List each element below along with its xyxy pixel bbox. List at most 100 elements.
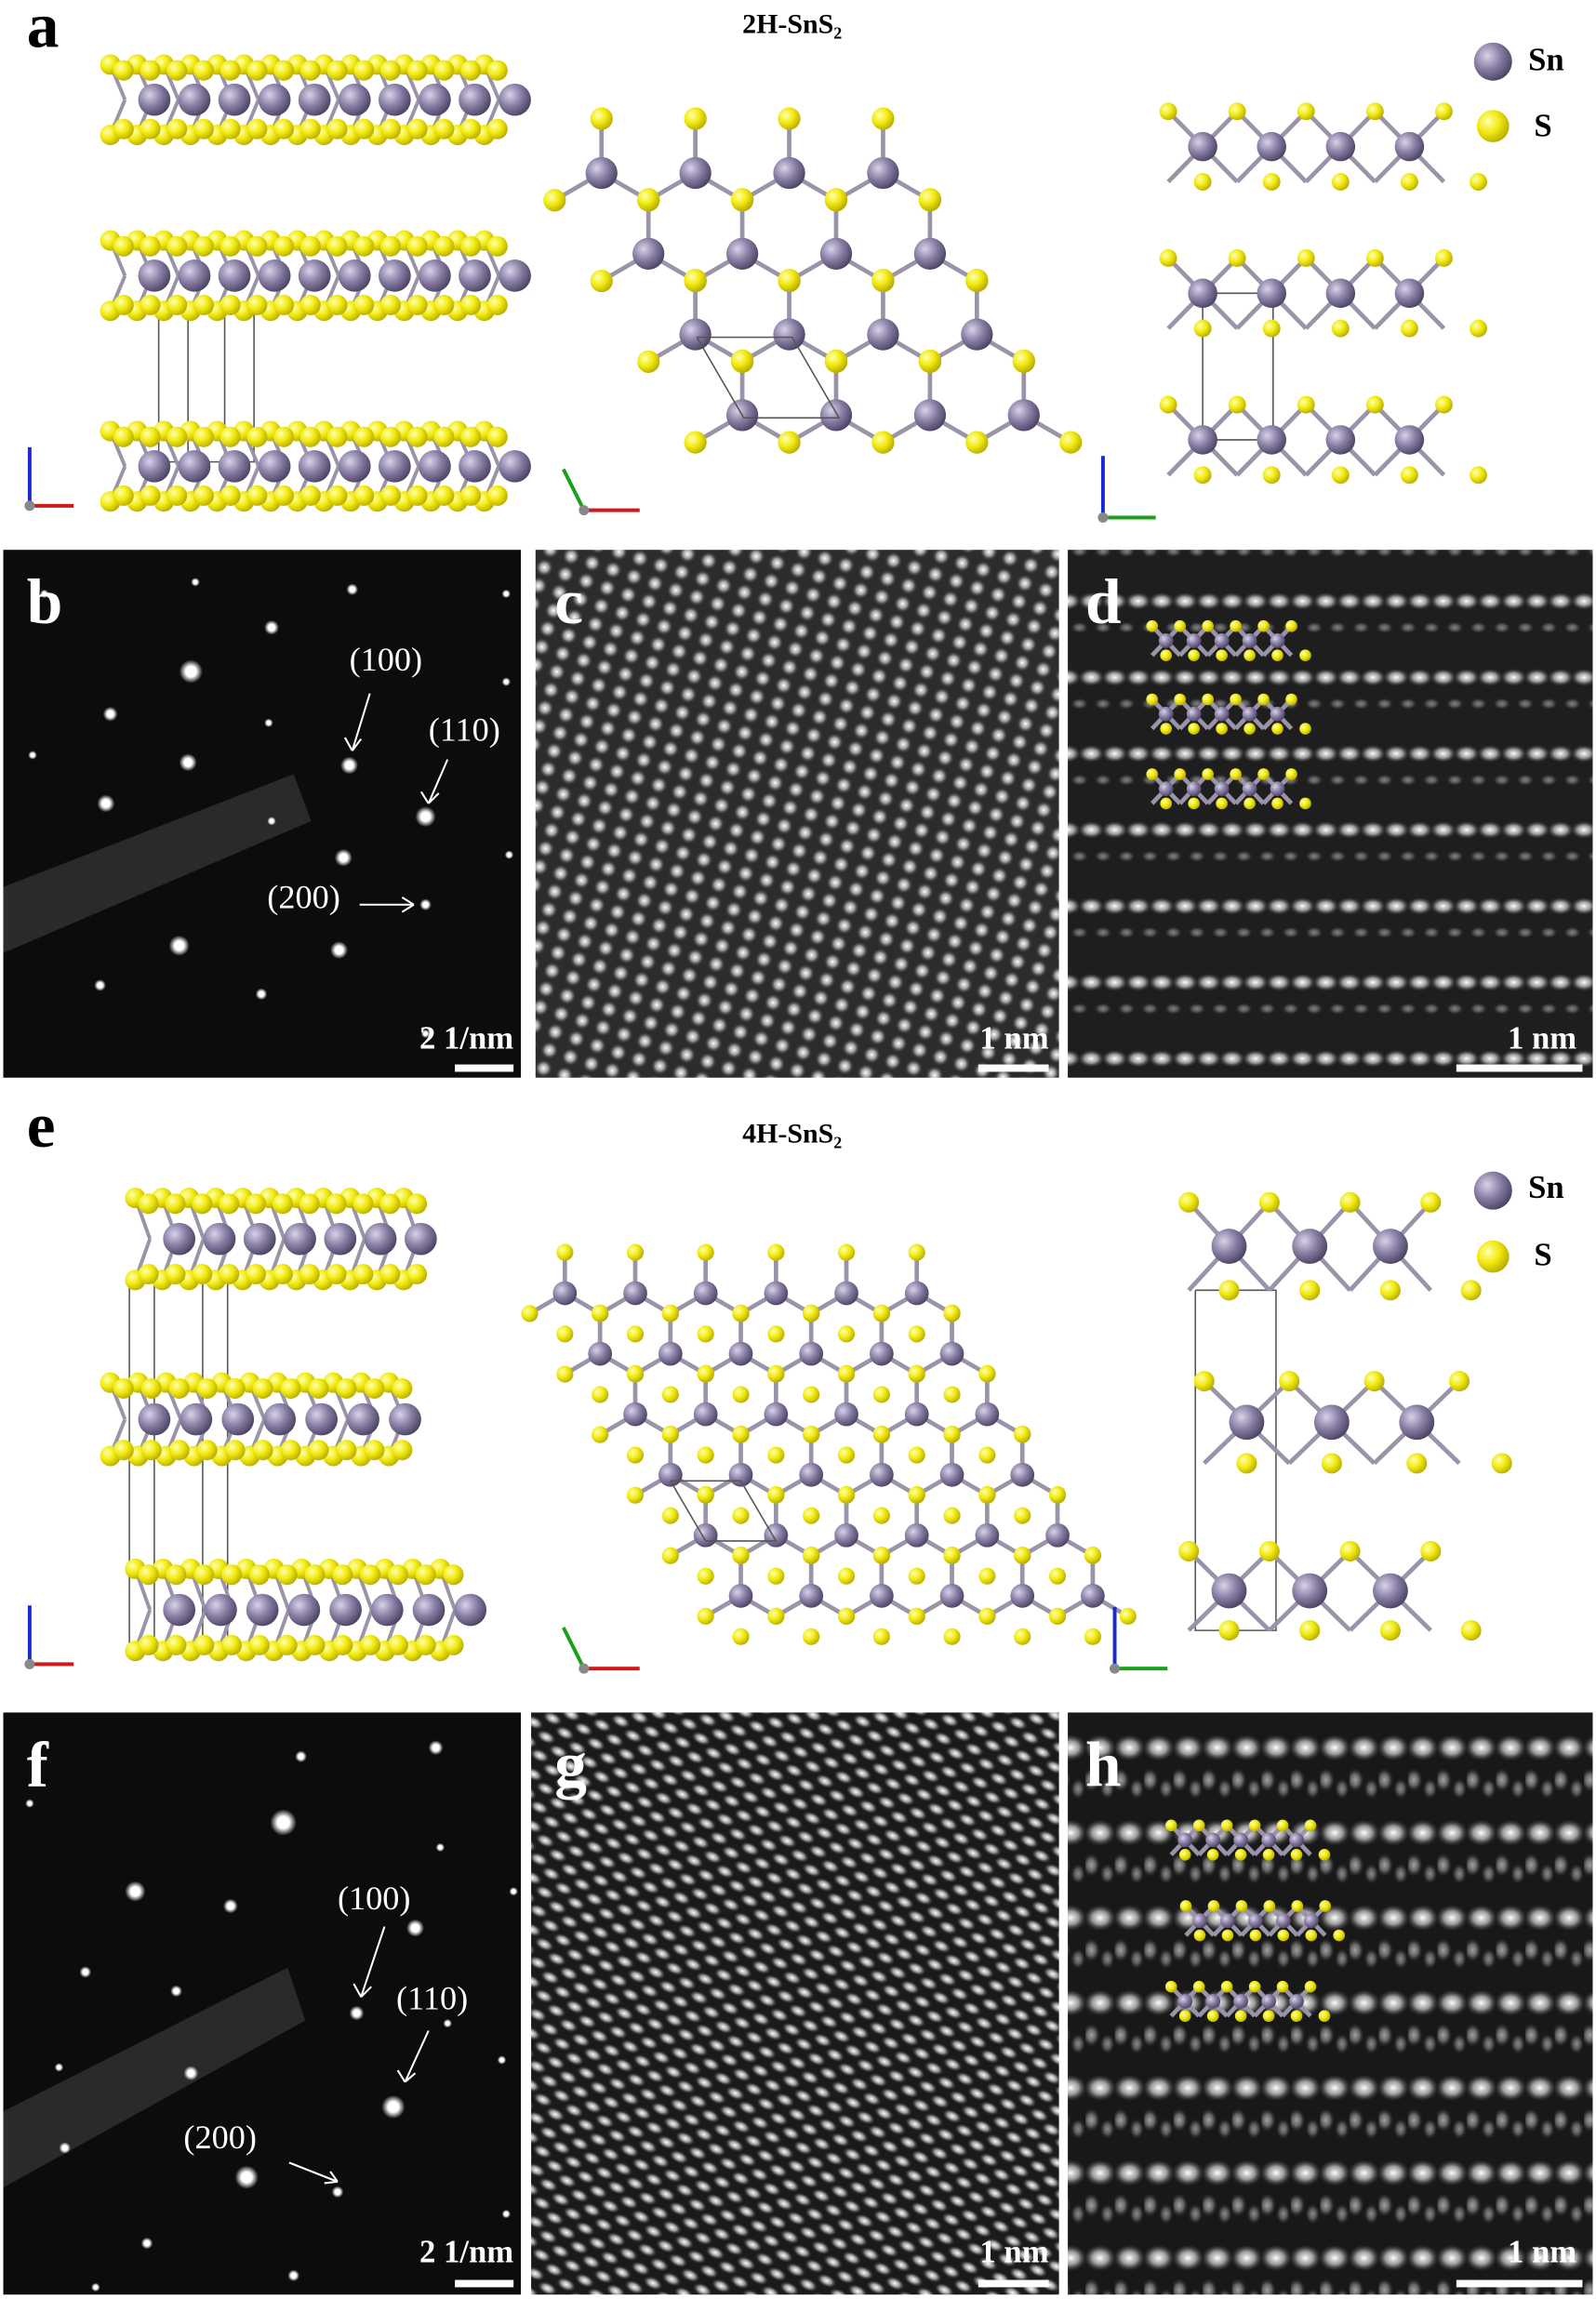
s-atom: [1012, 349, 1035, 372]
s-atom: [732, 1546, 750, 1564]
s-atom: [252, 1377, 273, 1400]
sn-atom: [284, 1222, 316, 1256]
s-atom: [193, 485, 214, 506]
s-atom: [113, 294, 134, 315]
diffraction-spot: [443, 2018, 452, 2028]
s-atom: [379, 1263, 401, 1285]
s-atom: [1230, 693, 1242, 706]
s-atom: [824, 349, 848, 372]
panel-label: e: [27, 1090, 56, 1162]
s-atom: [165, 1263, 186, 1285]
s-atom: [1220, 1819, 1233, 1832]
s-atom: [872, 1546, 890, 1564]
axis-origin: [579, 1663, 590, 1674]
s-atom: [1216, 797, 1228, 810]
s-atom: [379, 1193, 401, 1215]
s-atom: [219, 60, 241, 81]
s-atom: [486, 485, 508, 506]
s-atom: [1248, 1980, 1261, 1993]
s-atom: [379, 426, 401, 447]
sn-atom: [1177, 1832, 1193, 1848]
s-atom: [379, 294, 401, 315]
s-atom: [433, 294, 455, 315]
s-atom: [556, 1325, 574, 1343]
s-atom: [732, 1386, 750, 1403]
scale-bar-label: 2 1/nm: [419, 1019, 513, 1056]
s-atom: [1318, 1849, 1331, 1861]
s-atom: [220, 1634, 243, 1655]
diffraction-spot: [91, 2282, 100, 2292]
sn-atom: [138, 1402, 171, 1436]
sn-atom: [1275, 1913, 1291, 1929]
sn-atom: [834, 1281, 858, 1306]
sn-atom: [658, 1462, 683, 1487]
s-atom: [803, 1425, 820, 1442]
s-atom: [193, 235, 214, 257]
s-atom: [1435, 102, 1453, 121]
sn-atom: [632, 237, 665, 270]
s-atom: [280, 1377, 301, 1400]
sn-atom: [939, 1584, 964, 1608]
s-atom: [360, 1564, 381, 1586]
s-atom: [837, 1446, 856, 1464]
unit-cell: [696, 336, 841, 419]
s-atom: [697, 1364, 714, 1382]
s-atom: [1160, 797, 1173, 810]
sn-atom: [1205, 1994, 1221, 2009]
s-atom: [1331, 319, 1350, 338]
sn-atom: [764, 1281, 789, 1306]
sn-atom: [869, 1462, 894, 1487]
s-atom: [353, 60, 375, 81]
sn-atom: [459, 83, 491, 116]
s-atom: [1400, 319, 1418, 338]
s-atom: [140, 485, 161, 506]
s-atom: [592, 1304, 609, 1322]
s-atom: [767, 1243, 785, 1261]
s-atom: [1257, 693, 1270, 706]
sn-atom: [869, 1584, 894, 1608]
diffraction-spot: [435, 1842, 446, 1853]
s-atom: [140, 235, 161, 257]
sn-atom: [961, 318, 993, 351]
diffraction-spot: [349, 2005, 365, 2021]
s-atom: [1291, 1900, 1304, 1912]
s-atom: [1014, 1628, 1031, 1645]
s-atom: [803, 1386, 820, 1403]
s-atom: [626, 1486, 645, 1504]
s-atom: [1285, 693, 1297, 706]
s-atom: [280, 1440, 301, 1461]
sn-atom: [163, 1222, 196, 1256]
s-atom: [1304, 1980, 1317, 1993]
s-atom: [872, 1628, 890, 1645]
diffraction-spot: [79, 1966, 92, 1978]
s-atom: [353, 485, 375, 506]
sn-atom: [1081, 1584, 1105, 1608]
s-atom: [1285, 768, 1297, 780]
s-atom: [460, 485, 482, 506]
s-atom: [299, 60, 321, 81]
s-atom: [193, 60, 214, 81]
sn-atom: [725, 237, 759, 270]
s-atom: [246, 235, 268, 257]
sn-atom: [1010, 1584, 1035, 1608]
sn-atom: [819, 399, 853, 432]
s-atom: [486, 235, 508, 257]
sn-atom: [867, 156, 899, 190]
diffraction-spot: [287, 2269, 299, 2282]
sn-atom: [585, 156, 618, 190]
sn-atom: [1205, 1832, 1221, 1848]
s-atom: [943, 1386, 961, 1403]
sn-atom: [1373, 1573, 1408, 1609]
sn-atom: [338, 83, 371, 116]
sn-atom: [287, 1593, 321, 1627]
s-atom: [872, 1386, 890, 1403]
s-atom: [767, 1364, 785, 1382]
s-atom: [661, 1425, 679, 1442]
legend-label: S: [1534, 108, 1551, 144]
s-atom: [978, 1485, 996, 1504]
s-atom: [299, 294, 321, 315]
s-atom: [392, 1440, 413, 1461]
s-atom: [1263, 1900, 1276, 1912]
s-atom: [273, 294, 295, 315]
sn-atom: [1186, 781, 1202, 797]
